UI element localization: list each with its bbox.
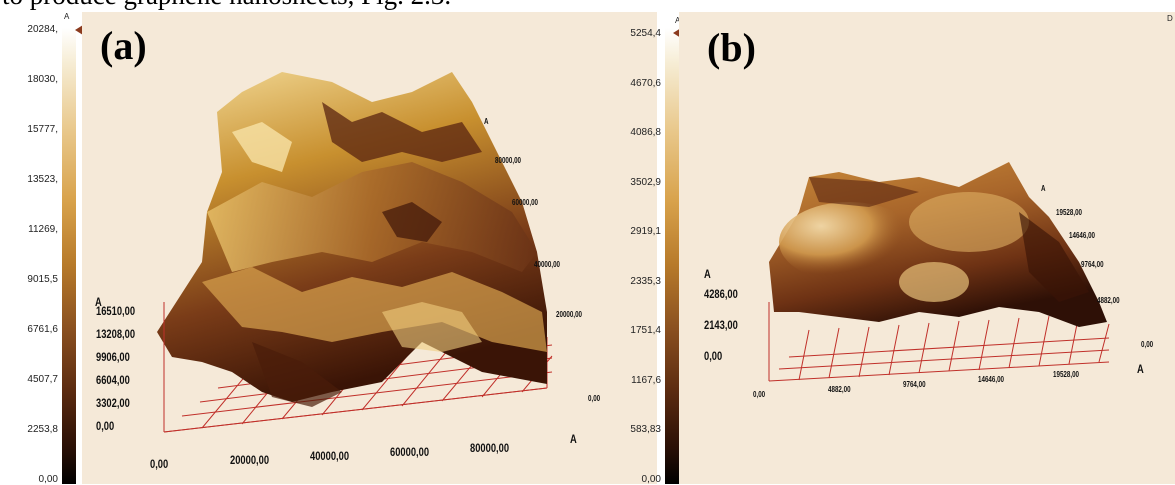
- scalebar-tick: 20284,: [27, 24, 58, 35]
- scalebar-tick: 13523,: [27, 174, 58, 185]
- z-tick-label: 4286,00: [704, 287, 738, 301]
- scalebar-tick: 5254,4: [630, 28, 661, 39]
- scalebar-tick: 11269,: [28, 224, 58, 235]
- caption-strip: to produce graphene nanosheets, Fig. 2.3…: [0, 0, 1175, 12]
- x-tick-label: 0,00: [753, 390, 766, 399]
- panel-b-label: (b): [707, 25, 756, 70]
- scalebar-b-unit: A: [675, 16, 681, 25]
- y-tick-label: 20000,00: [556, 310, 583, 319]
- scalebar-tick: 583,83: [630, 424, 661, 436]
- y-tick-label: 14646,00: [1069, 231, 1096, 240]
- scalebar-a-unit: A: [64, 12, 70, 21]
- x-tick-label: 20000,00: [230, 453, 270, 467]
- scalebar-tick: 9015,5: [27, 274, 58, 285]
- z-tick-label: 13208,00: [96, 327, 136, 341]
- plot-b-surface: [768, 162, 1110, 382]
- scalebar-tick: 4670,6: [630, 77, 661, 89]
- scalebar-b: A 5254,4 4670,6 4086,8 3502,9 2919,1 2335,3 17…: [605, 12, 681, 485]
- panel-a: A 20284, 18030, 15777, 13523, 11269, 9015,5 67…: [0, 12, 657, 485]
- z-tick-label: 6604,00: [96, 373, 130, 387]
- y-tick-label: 9764,00: [1081, 260, 1104, 269]
- z-tick-label: 16510,00: [96, 304, 136, 318]
- scalebar-tick: 2919,1: [630, 226, 661, 238]
- scalebar-tick: 1167,6: [631, 374, 661, 386]
- panel-a-label: (a): [100, 23, 147, 68]
- caption-text: to produce graphene nanosheets, Fig. 2.3…: [2, 0, 451, 11]
- y-tick-label: 40000,00: [534, 260, 561, 269]
- z-tick-label: 0,00: [704, 349, 723, 363]
- x-tick-label: 60000,00: [390, 445, 430, 459]
- scalebar-tick: 6761,6: [27, 324, 58, 335]
- y-tick-label: 60000,00: [512, 198, 539, 207]
- y-tick-label: 0,00: [588, 394, 601, 403]
- x-tick-label: 14646,00: [978, 375, 1005, 384]
- plot-a: (a) A 16510,00 13208,00 9906,00 6604,00 3302…: [82, 12, 657, 484]
- panel-b-y-unit: A: [1041, 184, 1046, 193]
- plot-a-surface: [157, 72, 553, 433]
- y-tick-label: 19528,00: [1056, 208, 1083, 217]
- scalebar-a-marker: [75, 25, 83, 35]
- x-tick-label: 40000,00: [310, 449, 350, 463]
- scalebar-a: A 20284, 18030, 15777, 13523, 11269, 9015,5 67…: [0, 12, 82, 485]
- panel-b-corner-mark: D: [1167, 14, 1173, 23]
- scalebar-tick: 2335,3: [630, 275, 661, 287]
- scalebar-tick: 2253,8: [27, 424, 58, 435]
- scalebar-tick: 4507,7: [27, 374, 58, 385]
- x-tick-label: 0,00: [150, 457, 169, 471]
- y-tick-label: 4882,00: [1097, 296, 1120, 305]
- scalebar-tick: 15777,: [27, 124, 58, 135]
- y-tick-label: 80000,00: [495, 156, 522, 165]
- scalebar-a-gradient: [62, 28, 76, 484]
- scalebar-tick: 4086,8: [630, 127, 661, 139]
- x-tick-label: 80000,00: [470, 441, 510, 455]
- z-tick-label: 2143,00: [704, 318, 738, 332]
- plot-b: (b) A 4286,00 2143,00 0,00 0,00 4882,00 9764…: [679, 12, 1175, 484]
- scalebar-tick: 1751,4: [630, 325, 661, 337]
- panel-b: A 5254,4 4670,6 4086,8 3502,9 2919,1 2335,3 17…: [630, 12, 1175, 485]
- x-tick-label: 19528,00: [1053, 370, 1080, 379]
- x-tick-label: 9764,00: [903, 380, 926, 389]
- scalebar-tick: 3502,9: [630, 176, 661, 188]
- scalebar-tick: 0,00: [641, 474, 661, 485]
- z-tick-label: 9906,00: [96, 350, 130, 364]
- z-tick-label: 0,00: [96, 419, 115, 433]
- panel-a-y-unit: A: [484, 117, 489, 126]
- panel-b-z-unit: A: [704, 267, 711, 281]
- scalebar-b-gradient: [665, 28, 679, 484]
- scalebar-b-marker: [673, 28, 681, 38]
- scalebar-tick: 18030,: [27, 74, 58, 85]
- scalebar-tick: 0,00: [38, 474, 58, 485]
- panel-b-x-unit: A: [1137, 362, 1144, 376]
- y-tick-label: 0,00: [1141, 340, 1154, 349]
- panel-a-x-unit: A: [570, 432, 577, 446]
- panel-a-z-unit: A: [95, 295, 102, 309]
- x-tick-label: 4882,00: [828, 385, 851, 394]
- z-tick-label: 3302,00: [96, 396, 130, 410]
